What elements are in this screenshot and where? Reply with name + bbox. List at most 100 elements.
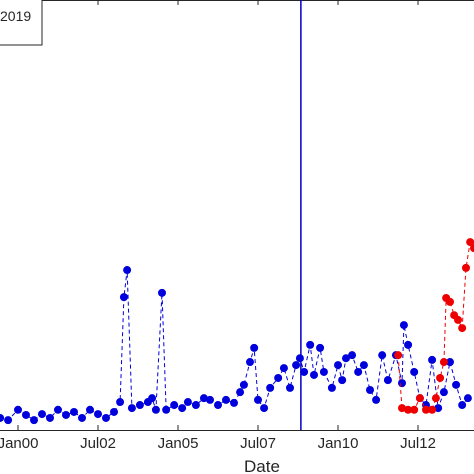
data-point <box>183 398 192 407</box>
x-tick-label: Jan05 <box>158 435 199 452</box>
data-point <box>428 405 437 414</box>
x-tick-label: Jul12 <box>400 435 436 452</box>
data-point <box>286 383 294 392</box>
data-point <box>372 395 381 404</box>
data-point <box>458 401 467 410</box>
data-point <box>316 343 325 352</box>
data-point <box>46 413 54 422</box>
data-point <box>415 394 424 403</box>
data-point <box>454 315 462 324</box>
data-point <box>86 405 94 414</box>
data-point <box>191 401 200 410</box>
data-point <box>178 404 187 413</box>
data-point <box>410 405 419 414</box>
data-point <box>22 410 30 419</box>
data-point <box>206 395 214 404</box>
data-point <box>116 398 125 407</box>
data-point <box>394 351 403 360</box>
series-line <box>0 269 469 421</box>
data-point <box>410 367 419 376</box>
data-point <box>431 394 440 403</box>
data-point <box>4 416 13 425</box>
data-point <box>462 263 470 272</box>
data-point <box>439 388 448 397</box>
data-point <box>334 361 342 370</box>
data-point <box>300 367 309 376</box>
x-tick-label: Jan00 <box>0 435 38 452</box>
data-point <box>295 354 304 363</box>
data-point <box>354 367 363 376</box>
data-point <box>260 404 269 413</box>
data-point <box>110 407 118 416</box>
data-point <box>158 288 166 297</box>
data-point <box>404 405 413 414</box>
data-point <box>319 367 328 376</box>
data-point <box>359 361 368 370</box>
data-point <box>348 351 357 360</box>
data-point <box>398 404 406 413</box>
data-point <box>170 401 179 410</box>
data-point <box>338 376 347 385</box>
data-point <box>463 394 472 403</box>
data-point <box>123 266 132 275</box>
data-point <box>428 355 437 364</box>
data-point <box>78 413 86 422</box>
data-point <box>279 364 288 373</box>
x-tick-label: Jul07 <box>240 435 276 452</box>
data-point <box>94 410 102 419</box>
data-point <box>274 373 283 382</box>
legend-box <box>0 0 43 46</box>
data-point <box>434 404 443 413</box>
data-point <box>250 343 259 352</box>
data-point <box>214 401 222 410</box>
data-point <box>452 380 461 389</box>
x-tick-label: Jul02 <box>80 435 116 452</box>
data-point <box>54 405 62 414</box>
data-point <box>102 413 110 422</box>
data-point <box>446 358 454 367</box>
data-point <box>151 405 160 414</box>
data-point <box>254 395 262 404</box>
data-point <box>466 238 474 247</box>
data-point <box>127 404 136 413</box>
data-point <box>222 395 230 404</box>
legend-label: 2019 <box>0 8 31 24</box>
data-point <box>383 376 392 385</box>
data-point <box>366 386 374 395</box>
data-point <box>292 361 301 370</box>
data-point <box>239 380 248 389</box>
data-point <box>14 405 22 414</box>
data-point <box>446 297 454 306</box>
data-point <box>0 413 5 422</box>
data-point <box>70 407 78 416</box>
data-point <box>148 394 157 403</box>
data-point <box>378 351 387 360</box>
data-point <box>162 405 171 414</box>
plot-area <box>0 0 474 430</box>
data-point <box>306 340 315 349</box>
data-point <box>266 383 275 392</box>
data-point <box>135 401 144 410</box>
data-point <box>458 324 467 333</box>
data-point <box>199 394 208 403</box>
data-point <box>404 340 413 349</box>
data-point <box>310 370 318 379</box>
data-point <box>38 410 46 419</box>
data-point <box>398 379 406 388</box>
data-point <box>30 416 38 425</box>
data-point <box>470 244 474 253</box>
data-point <box>439 358 448 367</box>
data-point <box>327 383 336 392</box>
data-point <box>422 405 430 414</box>
x-axis-label: Date <box>244 457 280 474</box>
data-point <box>342 354 350 363</box>
x-tick-label: Jan10 <box>318 435 359 452</box>
data-point <box>436 373 445 382</box>
data-point <box>399 321 408 330</box>
data-point <box>119 293 128 302</box>
data-point <box>246 358 254 367</box>
data-point <box>62 410 70 419</box>
data-point <box>230 398 238 407</box>
